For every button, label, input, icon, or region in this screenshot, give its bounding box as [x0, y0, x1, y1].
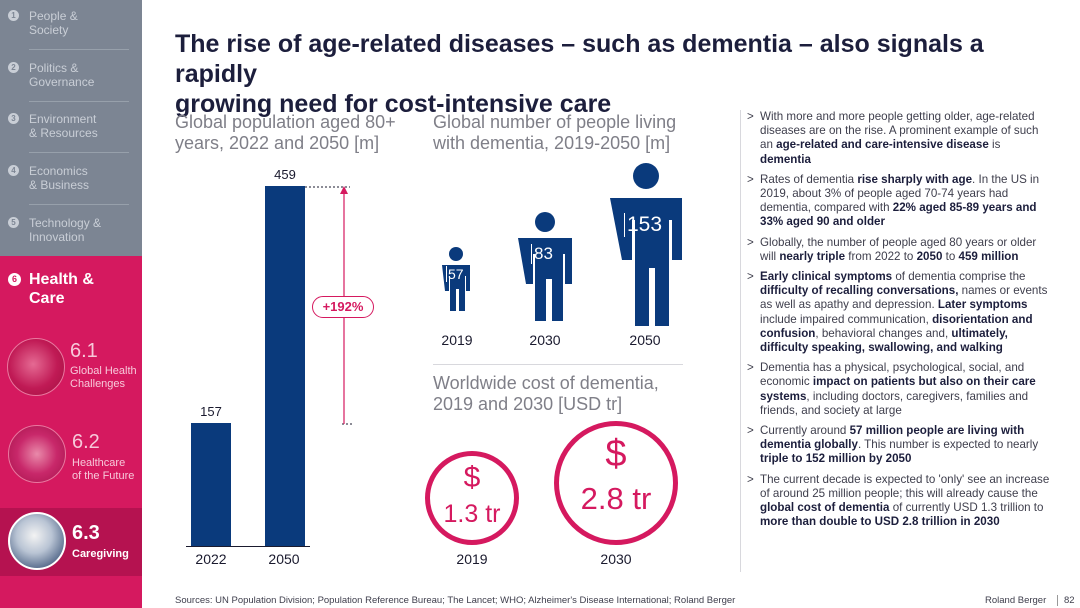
key-point-4: Early clinical symptoms of dementia comp… [741, 270, 1052, 355]
sidebar-item-politics-governance[interactable]: 2 Politics & Governance [0, 61, 142, 89]
key-point-3: Globally, the number of people aged 80 y… [741, 236, 1052, 264]
page-title-line: growing need for cost-intensive care [175, 90, 612, 118]
key-point-1: With more and more people getting older,… [741, 110, 1052, 167]
sidebar-item-number: 5 [8, 217, 19, 228]
sidebar-item-label: Economics [29, 164, 88, 178]
sidebar-subitem-healthcare-future[interactable]: Healthcare of the Future [72, 457, 134, 483]
page-title: The rise of age-related diseases – such … [175, 29, 1065, 119]
subsection-number: 6.1 [70, 340, 98, 362]
sidebar-item-economics-business[interactable]: 4 Economics & Business [0, 164, 142, 192]
cost-chart-title: Worldwide cost of dementia, 2019 and 203… [433, 373, 659, 415]
sidebar-item-label: Governance [29, 75, 95, 89]
sidebar-item-environment-resources[interactable]: 3 Environment & Resources [0, 112, 142, 140]
sidebar-item-number: 3 [8, 113, 19, 124]
sidebar-divider [29, 204, 129, 205]
subsection-label: Challenges [70, 378, 126, 390]
dollar-icon: $ [605, 433, 627, 475]
subsection-number: 6.3 [72, 522, 100, 544]
person-icon-2050 [610, 163, 682, 326]
sidebar-divider [29, 152, 129, 153]
sidebar-item-label: Society [29, 23, 69, 37]
key-point-7: The current decade is expected to 'only'… [741, 473, 1052, 530]
sidebar-item-number: 4 [8, 165, 19, 176]
sidebar-subitem-global-health[interactable]: Global Health Challenges [70, 365, 137, 391]
sidebar-item-label: & Business [29, 178, 90, 192]
subsection-label: Global Health [70, 365, 137, 377]
healthcare-future-thumbnail[interactable] [8, 425, 66, 483]
sidebar-item-number: 1 [8, 10, 19, 21]
sidebar-item-label: Technology & [29, 216, 102, 230]
sidebar-item-label: Innovation [29, 230, 85, 244]
bar-value-label-2050: 459 [274, 167, 296, 182]
panel-divider [433, 364, 683, 365]
chart-title-line: Global population aged 80+ [175, 112, 396, 132]
sidebar-item-label: Health & [29, 271, 94, 288]
dollar-icon: $ [463, 461, 481, 494]
sidebar-item-label: People & [29, 9, 78, 23]
person-icon-2019 [442, 247, 470, 311]
subsection-label: Caregiving [72, 548, 129, 560]
subsection-label: of the Future [72, 470, 135, 482]
chart-title-line: years, 2022 and 2050 [m] [175, 133, 380, 153]
bar-2022 [191, 422, 231, 546]
sidebar-item-number: 6 [8, 273, 21, 286]
key-point-6: Currently around 57 million people are l… [741, 424, 1052, 467]
cost-bubble-2019: $ 1.3 tr [425, 451, 519, 545]
subsection-label: Healthcare [72, 457, 126, 469]
sidebar-item-technology-innovation[interactable]: 5 Technology & Innovation [0, 216, 142, 244]
cost-year-2019: 2019 [456, 551, 488, 567]
caregiving-thumbnail[interactable] [8, 512, 66, 570]
chart-title-line: Global number of people living [433, 112, 677, 132]
dementia-value-2030: 83 [531, 244, 559, 264]
x-tick-label-2022: 2022 [195, 551, 227, 567]
person-icon-2030 [518, 212, 572, 321]
chart-title-line: 2019 and 2030 [USD tr] [433, 394, 623, 414]
sidebar-item-number: 2 [8, 62, 19, 73]
dementia-year-2050: 2050 [629, 332, 661, 348]
growth-badge: +192% [312, 296, 374, 318]
sidebar-subitem-caregiving[interactable]: Caregiving [72, 548, 129, 561]
dementia-pictogram [442, 163, 682, 326]
bar-value-label-2022: 157 [200, 403, 222, 419]
cost-value-2030: 2.8 tr [580, 481, 652, 516]
population-chart-title: Global population aged 80+ years, 2022 a… [175, 112, 396, 154]
cost-value-2019: 1.3 tr [443, 500, 501, 528]
cost-year-2030: 2030 [600, 551, 632, 567]
dementia-year-2019: 2019 [441, 332, 473, 348]
chart-title-line: with dementia, 2019-2050 [m] [433, 133, 671, 153]
sidebar-item-label: Environment [29, 112, 97, 126]
sidebar-item-label: Politics & [29, 61, 79, 75]
sidebar-item-label: & Resources [29, 126, 98, 140]
dementia-value-2050: 153 [624, 213, 666, 237]
x-axis-line [186, 546, 310, 547]
sidebar-divider [29, 49, 129, 50]
page-number: 82 [1057, 595, 1075, 606]
key-points-list: With more and more people getting older,… [740, 110, 1052, 572]
bar-2050 [265, 186, 305, 546]
dementia-value-2019: 57 [446, 266, 466, 282]
x-tick-label-2050: 2050 [268, 551, 300, 567]
dementia-year-2030: 2030 [529, 332, 561, 348]
global-health-thumbnail[interactable] [7, 338, 65, 396]
cost-bubble-2030: $ 2.8 tr [554, 421, 678, 545]
key-point-5: Dementia has a physical, psychological, … [741, 361, 1052, 418]
sources-note: Sources: UN Population Division; Populat… [175, 595, 736, 606]
sidebar-item-health-care[interactable]: Health & Care [29, 270, 94, 308]
brand-name: Roland Berger [985, 595, 1047, 606]
chart-title-line: Worldwide cost of dementia, [433, 373, 659, 393]
subsection-number: 6.2 [72, 431, 100, 453]
key-point-2: Rates of dementia rise sharply with age.… [741, 173, 1052, 230]
dementia-chart-title: Global number of people living with deme… [433, 112, 676, 154]
sidebar: 1 People & Society 2 Politics & Governan… [0, 0, 142, 608]
page-title-line: The rise of age-related diseases – such … [175, 30, 984, 88]
sidebar-divider [29, 101, 129, 102]
sidebar-item-people-society[interactable]: 1 People & Society [0, 9, 142, 37]
sidebar-item-label: Care [29, 290, 65, 307]
